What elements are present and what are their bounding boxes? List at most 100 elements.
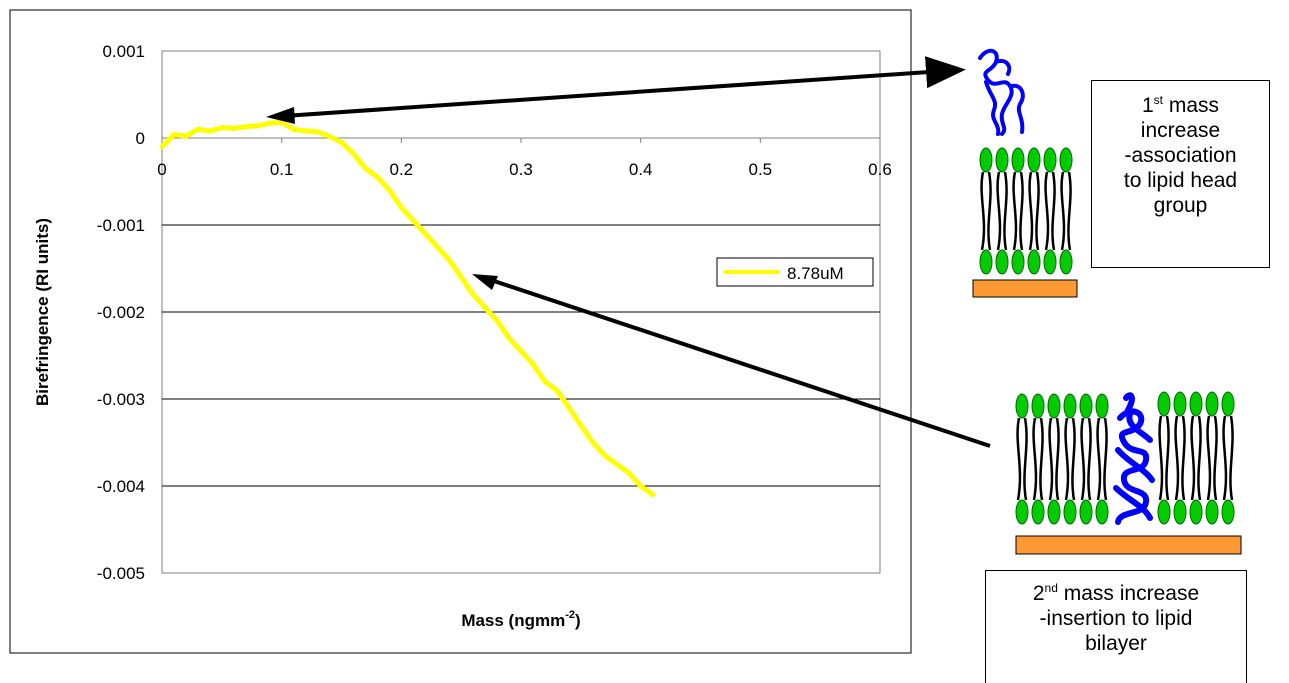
data-point — [482, 305, 488, 311]
box1-line2: increase — [1140, 119, 1221, 142]
data-point — [159, 144, 165, 150]
lipid-tail — [1032, 417, 1038, 501]
lipid-tail — [1064, 417, 1070, 501]
lipid-head — [1173, 499, 1187, 525]
legend-label: 8.78uM — [787, 264, 844, 283]
lipid-head — [1157, 499, 1171, 525]
lipid-tail — [1039, 417, 1044, 501]
box1-lead: 1 — [1141, 94, 1154, 117]
lipid-tail — [1197, 415, 1202, 501]
lipid-head — [1047, 499, 1061, 525]
data-point — [614, 461, 620, 467]
lipid-tail — [1016, 417, 1022, 501]
data-point — [195, 126, 201, 132]
grid-lines — [161, 137, 881, 487]
lipid-tail — [1044, 171, 1050, 251]
lipid-head — [1047, 393, 1061, 419]
y-tick-label: -0.005 — [97, 564, 145, 583]
data-point — [327, 133, 332, 139]
data-point — [362, 165, 368, 171]
data-point — [410, 218, 416, 224]
lipid-head — [1027, 147, 1041, 173]
lipid-head — [1043, 249, 1057, 275]
lipid-head — [1011, 147, 1025, 173]
box1-sup: st — [1153, 93, 1163, 107]
x-tick-label: 0.1 — [270, 160, 294, 179]
box1-line3: -association — [1124, 144, 1237, 167]
lipid-tail — [1229, 415, 1234, 501]
lipid-monolayer-diagram — [979, 147, 1073, 275]
lipid-tail — [1165, 415, 1170, 501]
data-point — [554, 387, 560, 393]
data-point — [255, 123, 261, 129]
data-point — [267, 120, 273, 126]
lipid-tail — [996, 171, 1002, 251]
lipid-tail — [1055, 417, 1060, 501]
lipid-head — [979, 147, 993, 173]
lipid-head — [1063, 499, 1077, 525]
box1-line5: group — [1153, 194, 1208, 217]
lipid-tail — [1096, 417, 1102, 501]
lipid-tail — [1206, 415, 1212, 501]
data-point — [470, 292, 476, 298]
arrowhead-second — [472, 274, 498, 290]
box2-line2: -insertion to lipid — [1039, 607, 1193, 630]
lipid-tail — [1019, 171, 1024, 251]
lipid-head — [1221, 499, 1235, 525]
data-point — [243, 124, 249, 130]
annotation-first-increase: 1st mass increase -association to lipid … — [1091, 80, 1270, 268]
tick-labels: 0.001 0 -0.001 -0.002 -0.003 -0.004 -0.005 0 0.1… — [97, 42, 892, 583]
lipid-head — [1043, 147, 1057, 173]
x-tick-label: 0 — [157, 160, 166, 179]
y-tick-label: -0.003 — [97, 390, 145, 409]
lipid-tail — [1051, 171, 1056, 251]
lipid-head — [1015, 499, 1029, 525]
data-point — [638, 483, 644, 489]
lipid-tail — [1080, 417, 1086, 501]
arrow-to-first-increase — [283, 56, 966, 118]
data-point — [219, 125, 225, 131]
data-point — [650, 492, 656, 498]
lipid-tail — [1028, 171, 1034, 251]
lipid-bilayer-diagram — [1015, 391, 1235, 525]
box1-line4: to lipid head — [1123, 169, 1238, 192]
box2-lead: 2 — [1032, 582, 1045, 605]
data-point — [446, 257, 452, 263]
lipid-head — [1205, 499, 1219, 525]
data-point — [542, 379, 548, 385]
x-tick-label: 0.6 — [868, 160, 892, 179]
lipid-head — [1095, 499, 1109, 525]
lipid-head — [1221, 391, 1235, 417]
lipid-tail — [987, 171, 992, 251]
data-point — [351, 151, 356, 157]
lipid-head — [1027, 249, 1041, 275]
box1-line1: mass — [1163, 94, 1220, 117]
protein-coil-top — [978, 48, 1025, 136]
data-point — [434, 244, 440, 250]
substrate-2 — [1015, 535, 1242, 555]
lipid-tail — [1103, 417, 1108, 501]
x-tick-label: 0.4 — [629, 160, 653, 179]
lipid-head — [995, 147, 1009, 173]
x-axis-title: Mass (ngmm-2) — [461, 609, 580, 630]
data-point — [626, 470, 632, 476]
lipid-tail — [1158, 415, 1164, 501]
data-point — [374, 174, 380, 180]
lipid-head — [1063, 393, 1077, 419]
lipid-head — [1205, 391, 1219, 417]
y-tick-label: -0.001 — [97, 216, 145, 235]
data-series — [159, 119, 656, 498]
x-tick-label: 0.5 — [749, 160, 773, 179]
lipid-head — [1173, 391, 1187, 417]
lipid-head — [1189, 391, 1203, 417]
lipid-tail — [1071, 417, 1076, 501]
data-point — [303, 128, 309, 134]
protein-coil-inserted — [1113, 392, 1155, 525]
data-point — [530, 361, 536, 367]
y-tick-label: -0.002 — [97, 303, 145, 322]
data-point — [422, 231, 428, 237]
y-tick-label: 0.001 — [102, 42, 145, 61]
box2-line1: mass increase — [1057, 582, 1200, 605]
